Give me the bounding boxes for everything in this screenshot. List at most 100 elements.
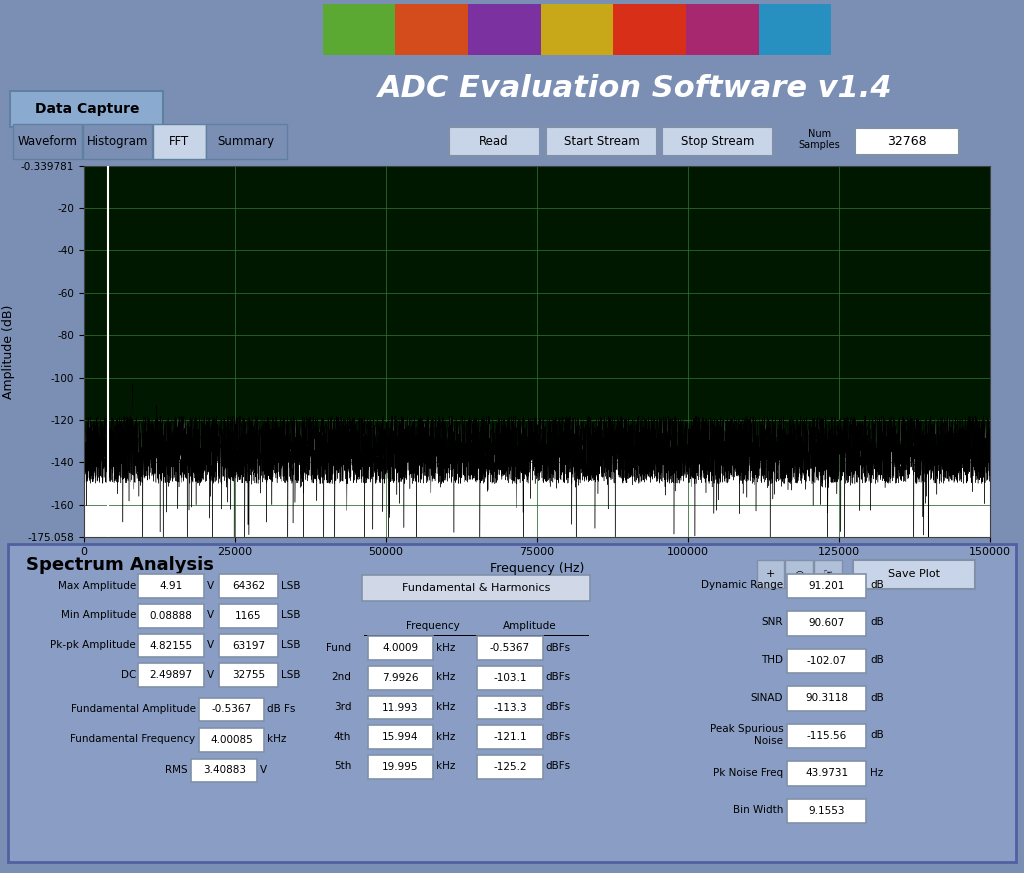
FancyBboxPatch shape [219,574,278,598]
Text: dBFs: dBFs [546,732,571,742]
Text: dBFs: dBFs [546,761,571,772]
FancyBboxPatch shape [8,544,1016,862]
Text: kHz: kHz [436,702,456,712]
Text: 4.00085: 4.00085 [210,735,253,745]
FancyBboxPatch shape [814,560,842,588]
FancyBboxPatch shape [364,635,589,636]
FancyBboxPatch shape [662,127,773,156]
FancyBboxPatch shape [368,755,433,779]
Text: Min Amplitude: Min Amplitude [60,610,136,621]
Text: dBFs: dBFs [546,643,571,653]
Text: dB: dB [870,692,884,703]
Text: 4.82155: 4.82155 [150,641,193,650]
Text: dB: dB [870,655,884,665]
FancyBboxPatch shape [785,560,813,588]
Text: Fundamental & Harmonics: Fundamental & Harmonics [402,583,550,594]
Text: -102.07: -102.07 [807,656,847,666]
X-axis label: Frequency (Hz): Frequency (Hz) [489,562,585,575]
FancyBboxPatch shape [477,696,543,719]
FancyBboxPatch shape [477,755,543,779]
Text: V: V [207,581,214,591]
Text: Pk Noise Freq: Pk Noise Freq [714,767,783,778]
Text: dB: dB [870,617,884,628]
FancyBboxPatch shape [395,4,468,55]
FancyBboxPatch shape [83,124,152,159]
Text: DC: DC [121,670,136,680]
Text: Hz: Hz [870,767,884,778]
FancyBboxPatch shape [368,666,433,690]
FancyBboxPatch shape [219,663,278,687]
FancyBboxPatch shape [787,686,866,711]
FancyBboxPatch shape [787,649,866,673]
Text: V: V [260,765,267,775]
FancyBboxPatch shape [199,728,264,752]
Text: 63197: 63197 [231,641,265,650]
Text: 7.9926: 7.9926 [382,673,419,683]
FancyBboxPatch shape [368,725,433,749]
Text: -0.5367: -0.5367 [211,705,252,714]
Text: 32768: 32768 [888,135,927,148]
FancyBboxPatch shape [757,560,784,588]
Text: ADC Evaluation Software v1.4: ADC Evaluation Software v1.4 [378,74,892,103]
Text: 1165: 1165 [236,611,261,621]
FancyBboxPatch shape [206,124,287,159]
FancyBboxPatch shape [191,759,257,782]
Text: kHz: kHz [436,643,456,653]
Text: 5th: 5th [334,761,351,772]
Text: Num
Samples: Num Samples [799,129,840,150]
Text: FFT: FFT [169,135,189,148]
FancyBboxPatch shape [368,696,433,719]
FancyBboxPatch shape [477,636,543,660]
Text: dB Fs: dB Fs [267,704,296,714]
FancyBboxPatch shape [787,611,866,636]
Text: LSB: LSB [281,640,300,650]
FancyBboxPatch shape [787,574,866,598]
Text: SNR: SNR [762,617,783,628]
FancyBboxPatch shape [219,634,278,657]
Text: Data Capture: Data Capture [35,102,139,116]
Text: -125.2: -125.2 [494,762,526,772]
FancyBboxPatch shape [855,128,959,155]
Text: 2nd: 2nd [332,672,351,683]
Text: 4th: 4th [334,732,351,742]
FancyBboxPatch shape [541,4,613,55]
Text: Summary: Summary [218,135,274,148]
FancyBboxPatch shape [546,127,657,156]
FancyBboxPatch shape [368,636,433,660]
FancyBboxPatch shape [468,4,541,55]
FancyBboxPatch shape [787,761,866,786]
FancyBboxPatch shape [219,604,278,628]
Text: -0.5367: -0.5367 [489,643,530,653]
FancyBboxPatch shape [323,4,395,55]
Text: dBFs: dBFs [546,702,571,712]
Text: -103.1: -103.1 [494,673,526,683]
FancyBboxPatch shape [477,666,543,690]
Text: -113.3: -113.3 [494,703,526,712]
Text: 32755: 32755 [231,670,265,680]
FancyBboxPatch shape [138,663,204,687]
Text: Fund: Fund [326,643,351,653]
Text: 3.40883: 3.40883 [203,766,246,775]
FancyBboxPatch shape [362,575,590,601]
Text: Frequency: Frequency [407,621,460,631]
Text: Fundamental Amplitude: Fundamental Amplitude [71,704,196,714]
Text: Max Amplitude: Max Amplitude [58,581,136,591]
Text: LSB: LSB [281,670,300,680]
Text: ◎: ◎ [795,569,804,580]
Text: kHz: kHz [436,672,456,683]
FancyBboxPatch shape [138,604,204,628]
FancyBboxPatch shape [199,698,264,721]
Text: ☞: ☞ [823,569,833,580]
Text: 43.9731: 43.9731 [805,768,849,779]
Text: Histogram: Histogram [87,135,147,148]
FancyBboxPatch shape [686,4,759,55]
Text: LSB: LSB [281,610,300,621]
Text: RMS: RMS [165,765,187,775]
Text: V: V [207,610,214,621]
Text: +: + [766,569,775,580]
Text: Bin Width: Bin Width [733,805,783,815]
Text: Fundamental Frequency: Fundamental Frequency [71,734,196,745]
FancyBboxPatch shape [853,560,975,589]
Text: kHz: kHz [267,734,287,745]
Text: dB: dB [870,580,884,590]
